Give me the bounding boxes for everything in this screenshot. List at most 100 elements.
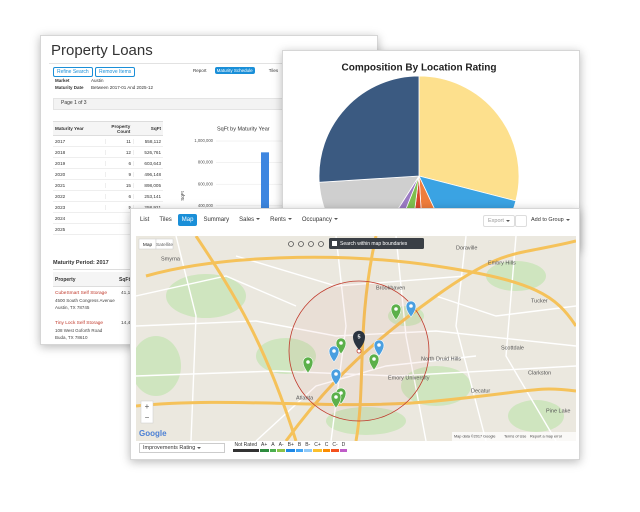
draw-tool[interactable] xyxy=(318,241,324,247)
view-button[interactable]: Report xyxy=(193,68,207,73)
add-to-group[interactable]: Add to Group xyxy=(531,217,570,223)
property-link[interactable]: Tiny Lock Self Storage xyxy=(55,321,104,326)
map[interactable]: Smyrna Brookhaven North Druid Hills Emory U… xyxy=(136,236,576,441)
property-marker[interactable] xyxy=(330,391,342,409)
property-marker[interactable] xyxy=(330,368,342,386)
attribution-text: Map data ©2017 Google xyxy=(454,435,495,439)
column-header[interactable]: SqFt xyxy=(150,126,162,131)
column-header[interactable]: Maturity Year xyxy=(55,126,84,131)
search-checkbox xyxy=(332,241,337,246)
table-cell: 603,643 xyxy=(133,160,163,166)
y-tick-label: 400,000 xyxy=(198,203,214,208)
legend-item: B+ xyxy=(286,442,296,452)
property-link[interactable]: CubeSmart Self Storage xyxy=(55,291,107,296)
toolbar-button[interactable]: Refine Search xyxy=(53,67,93,77)
filter-value: Between 2017-01 And 2025-12 xyxy=(91,85,154,90)
attribution-text[interactable]: Report a map error xyxy=(530,435,563,439)
place-label: Scottdale xyxy=(501,345,524,351)
table-cell: 9 xyxy=(105,171,133,177)
toolbar-button[interactable]: Remove Items xyxy=(95,67,136,77)
chart-title: Composition By Location Rating xyxy=(342,63,497,74)
view-button[interactable]: Maturity Schedule xyxy=(214,67,255,74)
table-cell: 6 xyxy=(105,193,133,199)
view-tab[interactable]: Map xyxy=(177,214,198,226)
legend-item: A xyxy=(269,442,277,452)
map-type-label: Map xyxy=(143,242,153,248)
place-label: Tucker xyxy=(531,298,548,304)
export-button[interactable]: Export xyxy=(483,215,515,227)
marker-dot xyxy=(334,372,338,376)
draw-tool[interactable] xyxy=(288,241,294,247)
search-button[interactable] xyxy=(329,238,424,249)
property-address: 108 West Goforth Road xyxy=(55,328,103,333)
place-label: Emory University xyxy=(388,375,430,381)
draw-tool[interactable] xyxy=(308,241,314,247)
table-row: 2023 5 258,921 xyxy=(53,202,163,213)
view-tab[interactable]: Tiles xyxy=(159,217,172,223)
zoom-button[interactable]: + xyxy=(145,402,150,411)
table-cell: 496,148 xyxy=(133,171,163,177)
highways xyxy=(136,236,576,441)
property-city: Buda, TX 78610 xyxy=(55,335,88,340)
legend-item: A- xyxy=(277,442,286,452)
pie-slice xyxy=(318,75,420,183)
zoom-button[interactable]: − xyxy=(145,413,150,422)
property-marker[interactable] xyxy=(368,353,380,371)
chart-title: SqFt by Maturity Year xyxy=(217,126,270,132)
table-cell: 898,005 xyxy=(133,182,163,188)
view-tab[interactable]: Sales xyxy=(235,214,264,226)
filter-label: Market xyxy=(55,78,70,83)
filter-value: Austin xyxy=(91,78,104,83)
cluster-marker[interactable]: 5 xyxy=(353,330,365,350)
y-tick-label: 800,000 xyxy=(198,160,214,165)
property-marker[interactable] xyxy=(390,303,402,321)
property-marker[interactable] xyxy=(373,339,385,357)
view-tab[interactable]: Rents xyxy=(266,214,296,226)
view-tab[interactable]: Occupancy xyxy=(298,214,342,226)
table-cell: 11 xyxy=(105,138,133,144)
marker-dot xyxy=(372,357,376,361)
pager[interactable]: Page 1 of 3 xyxy=(61,100,87,106)
column-header[interactable]: SqFt xyxy=(119,277,131,283)
print-button[interactable] xyxy=(515,215,527,227)
draw-tool[interactable] xyxy=(298,241,304,247)
place-label: Decatur xyxy=(471,388,490,394)
property-marker[interactable] xyxy=(328,345,340,363)
rating-legend: Not Rated A+ A A- B+ B B- C+ C C- D xyxy=(233,442,348,452)
column-header[interactable]: Property Count xyxy=(111,123,131,134)
marker-pin xyxy=(405,300,417,318)
place-label: Smyrna xyxy=(161,256,181,262)
marker-pin xyxy=(330,368,342,386)
map-type-button[interactable] xyxy=(155,238,174,250)
attribution-text[interactable]: Terms of Use xyxy=(504,435,526,439)
rating-select[interactable]: Improvements Rating xyxy=(139,443,225,453)
table-cell: 6 xyxy=(105,160,133,166)
table-cell: 2020 xyxy=(55,171,66,177)
y-axis-label: SqFt xyxy=(180,191,185,201)
y-tick-label: 600,000 xyxy=(198,181,214,186)
table-cell: 15 xyxy=(105,182,133,188)
place-label: Doraville xyxy=(456,245,477,251)
place-label: Pine Lake xyxy=(546,408,570,414)
property-marker[interactable] xyxy=(302,356,314,374)
pie-slice xyxy=(418,75,520,202)
view-tab[interactable]: Summary xyxy=(203,217,230,223)
column-header[interactable]: Property xyxy=(55,277,76,283)
table-row: 2018 12 526,761 xyxy=(53,147,163,158)
legend-item: C xyxy=(323,442,330,452)
view-tab[interactable]: List xyxy=(140,217,150,223)
table-cell: 12 xyxy=(105,149,133,155)
marker-dot xyxy=(339,341,343,345)
legend-item: B xyxy=(296,442,303,452)
marker-dot xyxy=(306,360,310,364)
property-marker[interactable] xyxy=(405,300,417,318)
place-label: Clarkston xyxy=(528,370,551,376)
property-sqft: 41,1 xyxy=(121,291,131,296)
place-label: North Druid Hills xyxy=(421,356,461,362)
view-button[interactable]: Tiles xyxy=(268,68,279,73)
table-cell: 2022 xyxy=(55,193,66,199)
legend-item: A+ xyxy=(259,442,269,452)
filter-label: Maturity Date xyxy=(55,85,84,90)
property-address: 4500 South Congress Avenue xyxy=(55,298,115,303)
table-cell: 2021 xyxy=(55,182,66,188)
